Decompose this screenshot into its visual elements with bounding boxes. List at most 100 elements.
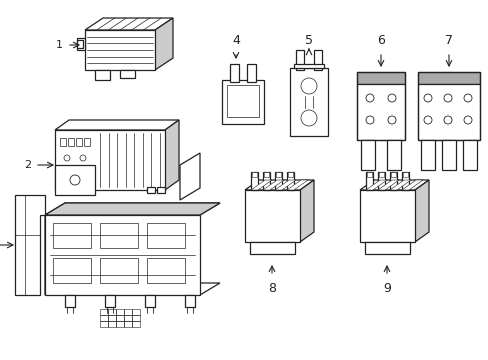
Bar xyxy=(249,242,294,254)
Bar xyxy=(417,72,479,84)
Bar xyxy=(147,258,184,283)
Polygon shape xyxy=(55,120,179,130)
Bar xyxy=(100,321,108,327)
Text: 8: 8 xyxy=(267,282,275,295)
Text: 5: 5 xyxy=(305,33,312,46)
Bar xyxy=(356,72,404,140)
Bar xyxy=(116,321,124,327)
Bar xyxy=(263,172,269,190)
Text: 6: 6 xyxy=(376,33,384,46)
Polygon shape xyxy=(180,153,200,200)
Polygon shape xyxy=(55,165,95,195)
Bar xyxy=(390,172,395,177)
Bar xyxy=(184,295,195,307)
Polygon shape xyxy=(250,180,271,190)
Bar xyxy=(377,172,384,190)
Bar xyxy=(132,321,140,327)
Bar xyxy=(274,172,282,190)
Bar xyxy=(75,176,85,186)
Bar xyxy=(356,72,404,84)
Text: 1: 1 xyxy=(56,40,63,50)
Polygon shape xyxy=(365,180,386,190)
Bar xyxy=(147,223,184,248)
Bar xyxy=(359,190,414,242)
Bar xyxy=(222,80,264,124)
Bar xyxy=(116,315,124,321)
Bar xyxy=(246,64,256,82)
Bar xyxy=(289,68,327,136)
Polygon shape xyxy=(244,180,313,190)
Polygon shape xyxy=(377,180,398,190)
Polygon shape xyxy=(401,180,422,190)
Bar xyxy=(402,172,407,177)
Bar xyxy=(287,172,292,177)
Bar xyxy=(53,223,91,248)
Polygon shape xyxy=(293,64,324,68)
Polygon shape xyxy=(77,38,85,50)
Bar xyxy=(389,172,396,190)
Bar xyxy=(264,172,268,177)
Bar xyxy=(356,84,404,140)
Bar xyxy=(85,30,155,70)
Text: 2: 2 xyxy=(24,160,31,170)
Polygon shape xyxy=(389,180,410,190)
Bar xyxy=(60,176,70,186)
Bar xyxy=(364,242,409,254)
Bar xyxy=(441,140,455,170)
Bar xyxy=(275,172,281,177)
Bar xyxy=(462,140,476,170)
Bar xyxy=(120,70,135,78)
Bar xyxy=(95,70,110,80)
Polygon shape xyxy=(45,203,220,295)
Bar xyxy=(124,321,132,327)
Polygon shape xyxy=(299,180,313,242)
Polygon shape xyxy=(155,18,173,70)
Bar xyxy=(157,187,164,193)
Polygon shape xyxy=(164,120,179,190)
Bar xyxy=(229,64,239,82)
Text: 9: 9 xyxy=(382,282,390,295)
Polygon shape xyxy=(359,180,428,190)
Bar xyxy=(100,258,138,283)
Bar xyxy=(366,172,371,177)
Bar xyxy=(65,295,75,307)
Polygon shape xyxy=(15,195,45,295)
Bar xyxy=(124,309,132,315)
Bar xyxy=(378,172,383,177)
Bar xyxy=(76,138,82,146)
Bar xyxy=(244,190,299,242)
Bar xyxy=(251,172,257,177)
Text: 4: 4 xyxy=(232,33,240,46)
Bar xyxy=(68,138,74,146)
Bar xyxy=(286,172,293,190)
Bar xyxy=(108,309,116,315)
Bar xyxy=(226,85,259,117)
Bar xyxy=(108,315,116,321)
Polygon shape xyxy=(414,180,428,242)
Bar xyxy=(105,295,115,307)
Bar xyxy=(313,50,321,70)
Polygon shape xyxy=(85,18,173,30)
Bar xyxy=(147,187,155,193)
Bar xyxy=(295,50,304,70)
Bar xyxy=(53,258,91,283)
Bar xyxy=(45,215,200,295)
Bar xyxy=(100,315,108,321)
Bar xyxy=(420,140,434,170)
Text: 7: 7 xyxy=(444,33,452,46)
Bar xyxy=(360,140,374,170)
Bar xyxy=(100,309,108,315)
Bar xyxy=(417,84,479,140)
Polygon shape xyxy=(274,180,295,190)
Bar xyxy=(250,172,258,190)
Bar xyxy=(386,140,400,170)
Bar xyxy=(55,130,164,190)
Bar xyxy=(132,309,140,315)
Bar xyxy=(401,172,408,190)
Bar xyxy=(60,138,66,146)
Polygon shape xyxy=(263,180,284,190)
Polygon shape xyxy=(45,203,220,215)
Bar xyxy=(124,315,132,321)
Bar xyxy=(84,138,90,146)
Bar xyxy=(108,321,116,327)
